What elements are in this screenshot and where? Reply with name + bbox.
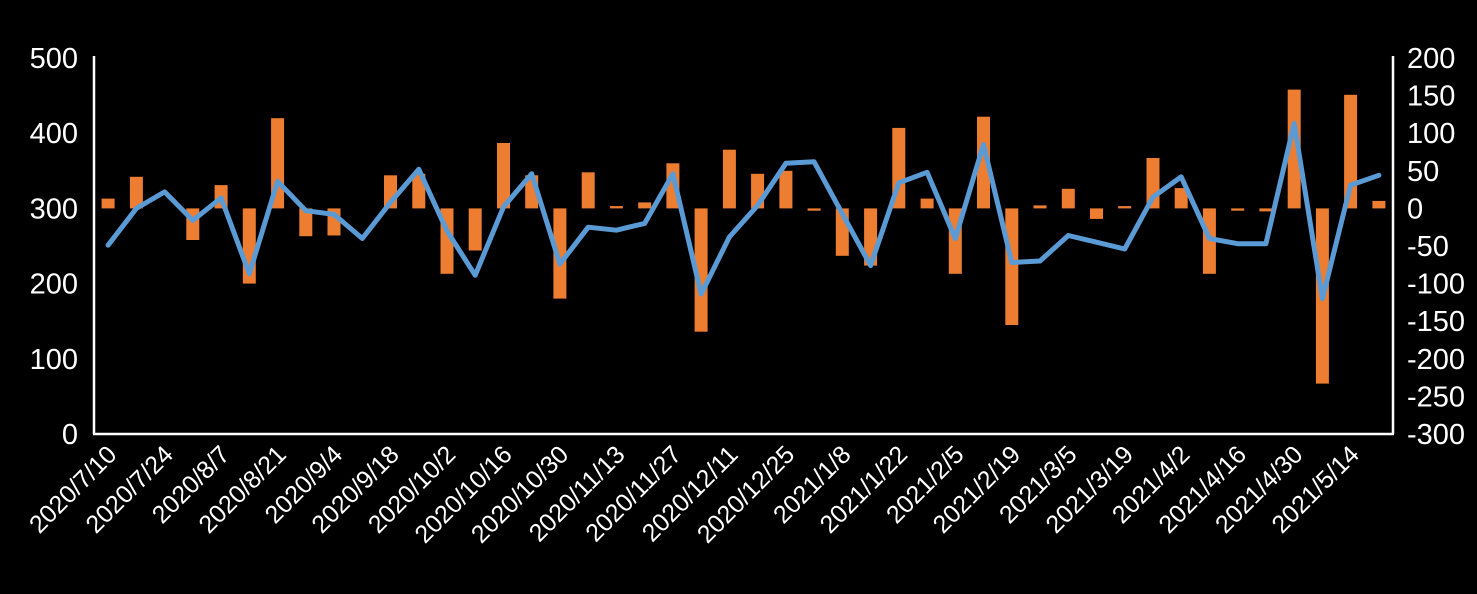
bar — [1005, 208, 1019, 325]
y-axis-right-label: -300 — [1407, 419, 1465, 451]
bar — [977, 116, 990, 209]
y-axis-right-label: -200 — [1407, 344, 1465, 376]
y-axis-left-label: 200 — [30, 269, 78, 301]
bar — [1287, 89, 1301, 209]
bar — [1344, 94, 1358, 209]
bar — [779, 170, 793, 209]
y-axis-left-label: 400 — [30, 118, 78, 150]
y-axis-right-label: 200 — [1407, 43, 1455, 75]
bar — [1033, 205, 1047, 209]
y-axis-right-label: 0 — [1407, 193, 1423, 225]
y-axis-right-label: -250 — [1407, 381, 1465, 413]
y-axis-left-label: 300 — [30, 193, 78, 225]
bar — [1061, 188, 1075, 209]
y-axis-right-label: 100 — [1407, 118, 1455, 150]
bar — [609, 206, 623, 209]
x-axis-labels: 2020/7/102020/7/242020/8/72020/8/212020/… — [24, 440, 1365, 548]
bar — [1231, 208, 1245, 211]
bar — [299, 208, 313, 237]
bar — [468, 208, 482, 251]
y-axis-left-label: 0 — [62, 419, 78, 451]
y-axis-right-label: 150 — [1407, 81, 1455, 113]
bar — [1090, 208, 1103, 219]
bar — [694, 208, 708, 332]
bar — [920, 198, 934, 209]
y-axis-right-label: -150 — [1407, 306, 1465, 338]
bar — [497, 143, 510, 209]
bar — [129, 176, 143, 209]
bar — [553, 208, 567, 299]
line-series-group — [105, 120, 1382, 302]
axes-group — [92, 56, 1395, 436]
bar — [101, 198, 115, 209]
y-axis-right-labels: 200 150 100 50 0 -50 -100 -150 -200 -250 -300 — [1407, 43, 1465, 451]
bar — [581, 172, 595, 209]
bar — [1174, 188, 1188, 209]
bar — [1259, 208, 1273, 212]
y-axis-left-label: 500 — [30, 43, 78, 75]
bar — [807, 208, 821, 211]
y-axis-left-label: 100 — [30, 344, 78, 376]
bar — [1202, 208, 1216, 274]
bar — [1372, 200, 1386, 209]
bar — [722, 149, 736, 209]
y-axis-right-label: -50 — [1407, 231, 1449, 263]
bar — [412, 173, 426, 209]
bar-series-group — [101, 89, 1386, 384]
y-axis-left-labels: 0 100 200 300 400 500 — [30, 43, 78, 451]
bar — [1118, 206, 1132, 209]
line-series — [105, 120, 1382, 302]
y-axis-right-label: -100 — [1407, 269, 1465, 301]
bar — [638, 202, 652, 209]
y-axis-right-label: 50 — [1407, 156, 1439, 188]
